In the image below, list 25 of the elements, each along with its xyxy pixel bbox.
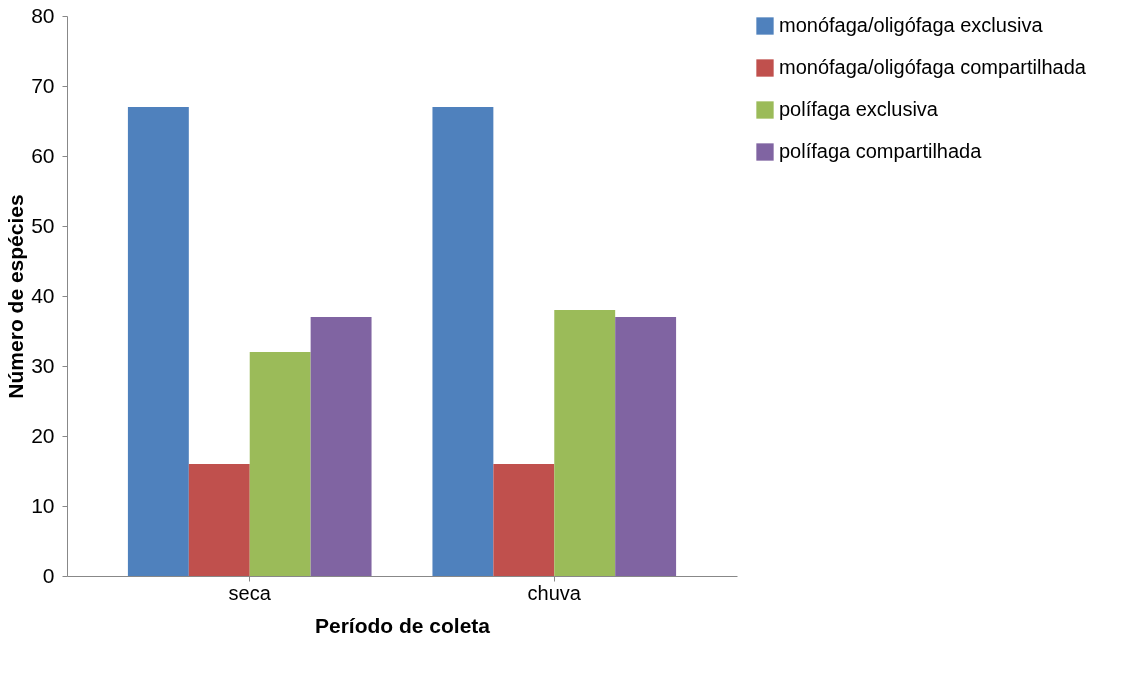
y-tick-label: 0 bbox=[42, 563, 55, 587]
y-axis-title: Número de espécies bbox=[4, 194, 28, 399]
bar bbox=[615, 317, 677, 576]
bar bbox=[554, 310, 616, 576]
x-axis-title: Período de coleta bbox=[314, 613, 491, 637]
legend-label: polífaga compartilhada bbox=[779, 140, 983, 162]
bar bbox=[249, 352, 311, 576]
bar bbox=[310, 317, 372, 576]
y-tick-label: 30 bbox=[31, 353, 55, 377]
y-tick-label: 60 bbox=[31, 143, 55, 167]
y-tick-label: 20 bbox=[31, 423, 55, 447]
y-tick-label: 10 bbox=[31, 493, 55, 517]
legend-label: polífaga exclusiva bbox=[779, 98, 939, 120]
y-tick-label: 40 bbox=[31, 283, 55, 307]
bar bbox=[432, 107, 494, 576]
legend-label: monófaga/oligófaga compartilhada bbox=[779, 56, 1087, 78]
y-tick-label: 50 bbox=[31, 213, 55, 237]
x-tick-label: chuva bbox=[527, 581, 582, 604]
bar bbox=[127, 107, 189, 576]
bar bbox=[493, 464, 555, 576]
x-tick-label: seca bbox=[228, 581, 272, 604]
y-tick-label: 70 bbox=[31, 73, 55, 97]
bar bbox=[188, 464, 250, 576]
y-tick-label: 80 bbox=[31, 3, 55, 27]
legend-label: monófaga/oligófaga exclusiva bbox=[779, 14, 1044, 36]
